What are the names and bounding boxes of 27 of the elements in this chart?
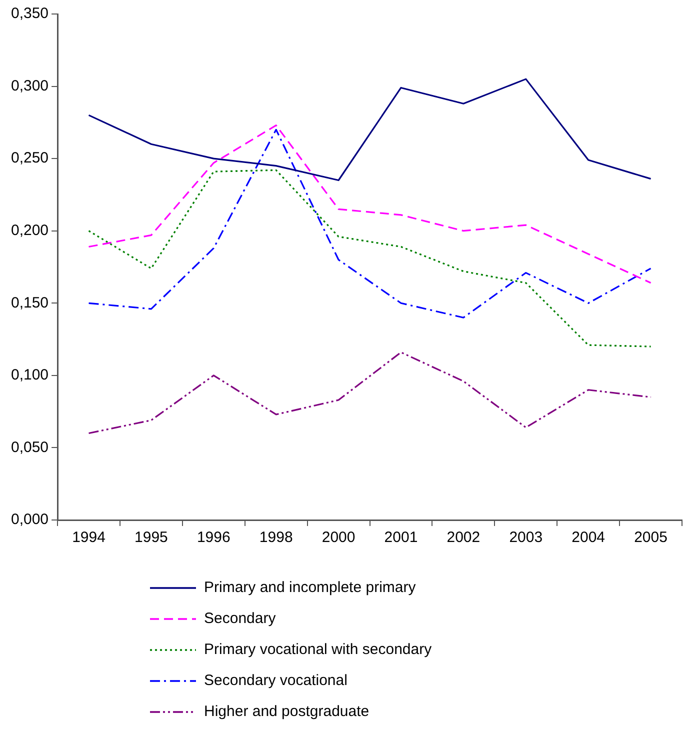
x-tick-label: 1998 (259, 529, 293, 546)
x-tick-label: 2003 (509, 529, 543, 546)
line-series (88, 128, 652, 318)
y-tick-label: 0,300 (10, 77, 49, 94)
y-tick-label: 0,000 (10, 511, 49, 528)
line-series (88, 124, 652, 284)
legend-label: Secondary vocational (204, 672, 348, 689)
legend-label: Secondary (204, 610, 276, 627)
x-tick-label: 1996 (196, 529, 230, 546)
legend-label: Primary vocational with secondary (204, 641, 432, 658)
line-series (88, 169, 652, 348)
x-tick-label: 2004 (572, 529, 606, 546)
y-tick-label: 0,350 (10, 5, 49, 22)
x-tick-label: 1994 (72, 529, 106, 546)
x-tick-label: 2000 (322, 529, 356, 546)
y-tick-label: 0,050 (10, 438, 49, 456)
y-tick-label: 0,100 (10, 366, 49, 384)
y-tick-label: 0,150 (10, 294, 49, 312)
line-series (88, 351, 652, 434)
x-tick-label: 1995 (134, 529, 168, 546)
x-tick-label: 2002 (446, 529, 480, 546)
legend-label: Higher and postgraduate (204, 703, 370, 720)
y-tick-label: 0,200 (10, 222, 49, 239)
x-tick-label: 2001 (384, 529, 418, 546)
legend-label: Primary and incomplete primary (204, 579, 416, 596)
x-tick-label: 2005 (634, 529, 668, 546)
y-tick-label: 0,250 (10, 150, 49, 167)
